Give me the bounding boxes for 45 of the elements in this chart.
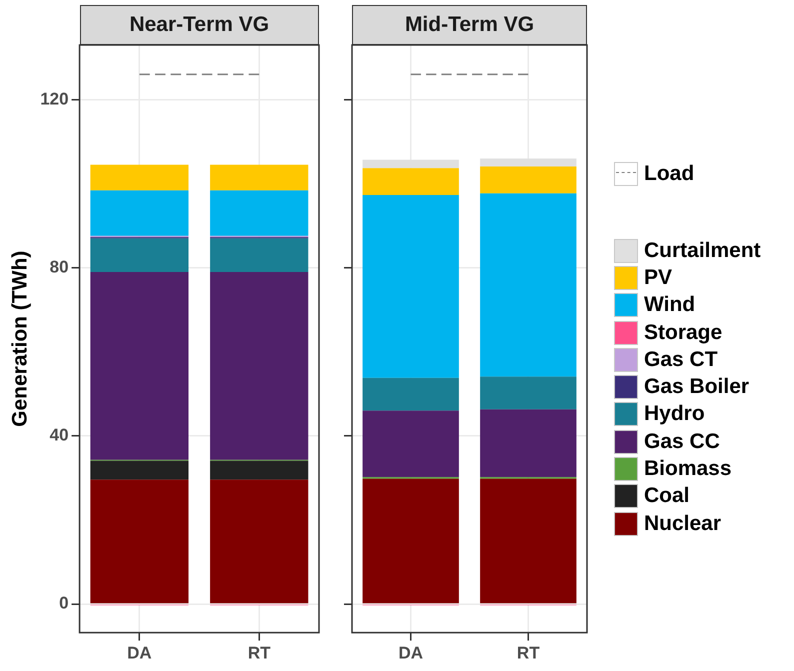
bar (480, 166, 576, 194)
legend-label: Gas CC (644, 430, 720, 454)
y-tick-label: 40 (50, 426, 69, 445)
bar (362, 195, 459, 378)
bar (480, 478, 576, 604)
legend-label: Load (644, 162, 694, 186)
bar (480, 193, 576, 377)
bar (362, 168, 459, 196)
legend-label: Coal (644, 484, 690, 508)
bar (90, 190, 189, 236)
legend-label: Hydro (644, 402, 705, 426)
bar (90, 460, 189, 480)
legend-label: Storage (644, 320, 722, 345)
y-tick-label: 0 (59, 594, 69, 613)
bar (362, 410, 459, 478)
bar (210, 190, 308, 236)
bar (362, 478, 459, 604)
bar (210, 272, 308, 460)
y-tick-label: 80 (50, 257, 69, 276)
bar (480, 376, 576, 410)
y-axis-title: Generation (TWh) (8, 250, 32, 427)
legend-label: Gas CT (644, 348, 718, 372)
bar (480, 409, 576, 478)
bar (210, 480, 308, 604)
bar (210, 164, 308, 190)
x-tick-label: RT (516, 643, 540, 662)
chart-title: Mid-Term VG (352, 5, 587, 45)
bar (90, 164, 189, 190)
x-tick-label: DA (398, 643, 424, 662)
legend-label: Curtailment (644, 238, 761, 263)
y-tick-label: 120 (40, 89, 69, 108)
legend-label: PV (644, 266, 672, 290)
bar (90, 480, 189, 604)
bar (362, 378, 459, 411)
legend-label: Wind (644, 293, 696, 318)
legend-label: Biomass (644, 457, 732, 482)
bar (210, 238, 308, 272)
x-tick-label: DA (127, 643, 152, 662)
bar (90, 238, 189, 272)
chart-title: Near-Term VG (80, 5, 319, 45)
legend-label: Gas Boiler (644, 375, 750, 400)
x-tick-label: RT (248, 643, 272, 662)
bar (90, 272, 189, 460)
bar (210, 460, 308, 480)
legend-label: Nuclear (644, 512, 722, 536)
